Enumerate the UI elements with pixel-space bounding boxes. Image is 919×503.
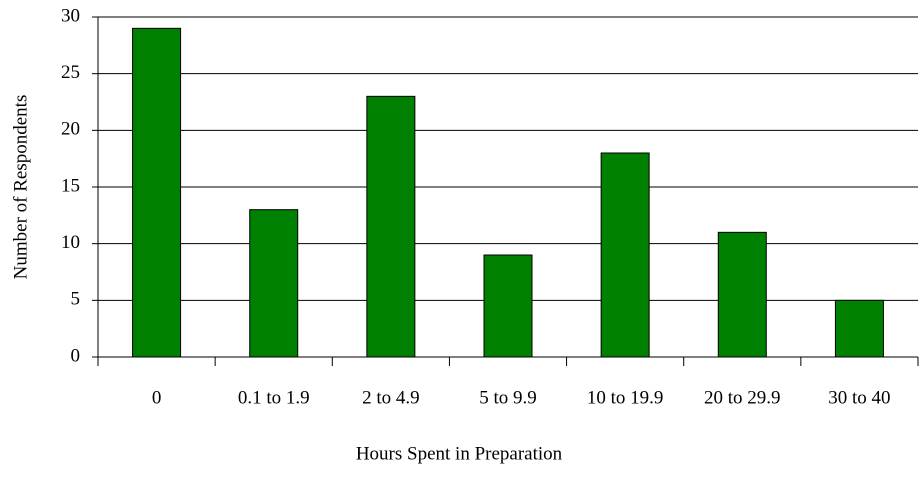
x-tick-label: 2 to 4.9 bbox=[362, 387, 420, 408]
y-tick-label: 15 bbox=[61, 175, 80, 196]
bar bbox=[600, 152, 650, 358]
x-tick-label: 0 bbox=[152, 387, 162, 408]
bar bbox=[834, 299, 884, 358]
bar bbox=[366, 95, 416, 358]
bar bbox=[132, 27, 182, 358]
y-tick-label: 30 bbox=[61, 5, 80, 26]
x-tick-label: 20 to 29.9 bbox=[704, 387, 781, 408]
y-tick-label: 5 bbox=[71, 289, 81, 310]
bar bbox=[483, 254, 533, 358]
y-tick-label: 25 bbox=[61, 62, 80, 83]
y-axis-label: Number of Respondents bbox=[10, 95, 31, 280]
y-tick-label: 10 bbox=[61, 232, 80, 253]
bar bbox=[249, 209, 299, 358]
x-tick-label: 10 to 19.9 bbox=[587, 387, 664, 408]
x-tick-label: 5 to 9.9 bbox=[479, 387, 537, 408]
y-tick-label: 0 bbox=[71, 345, 81, 366]
x-axis-label: Hours Spent in Preparation bbox=[356, 443, 563, 464]
x-tick-label: 0.1 to 1.9 bbox=[238, 387, 310, 408]
bar bbox=[717, 231, 767, 358]
x-tick-label: 30 to 40 bbox=[828, 387, 890, 408]
y-tick-label: 20 bbox=[61, 119, 80, 140]
